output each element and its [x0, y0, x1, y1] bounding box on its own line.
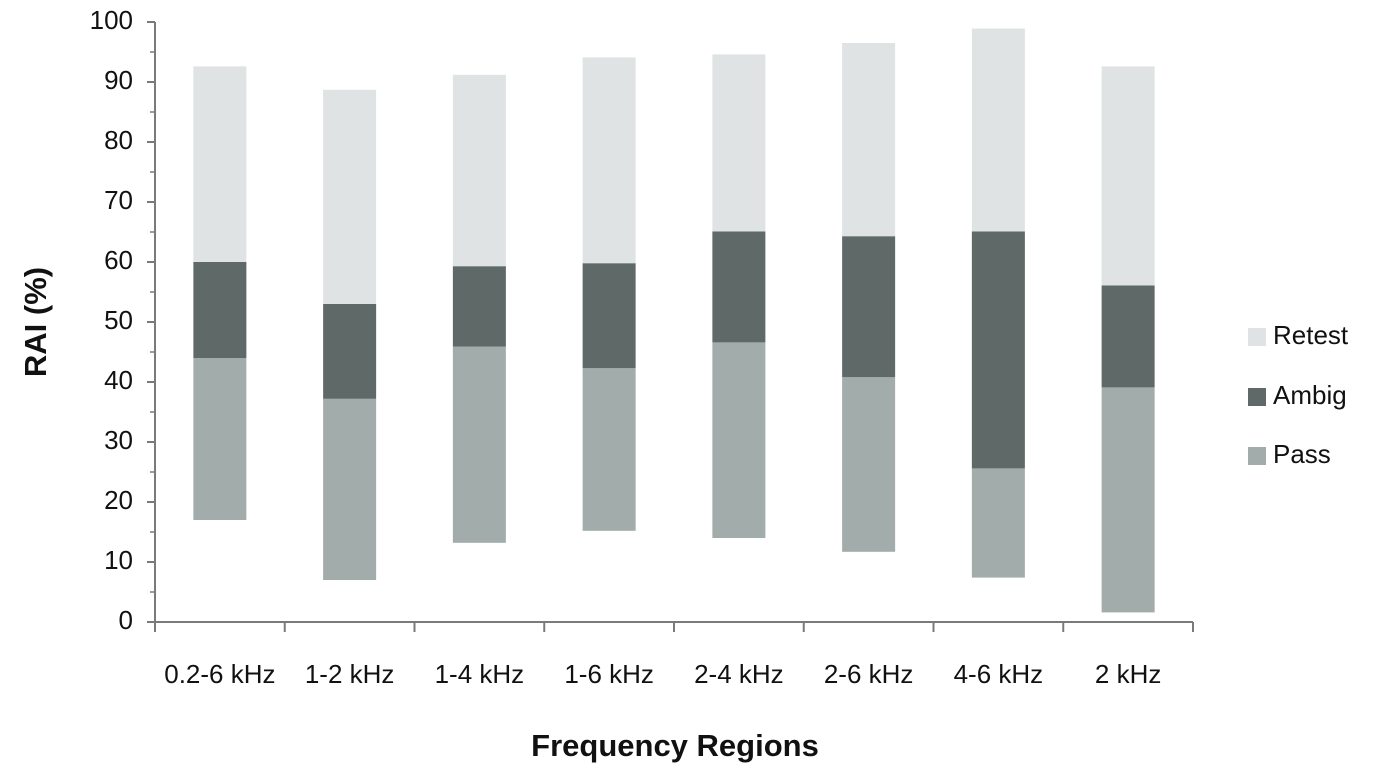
bar-segment-ambig	[1101, 285, 1155, 388]
legend-swatch-pass	[1248, 447, 1266, 465]
bar-segment-retest	[582, 57, 636, 264]
bar-segment-ambig	[842, 236, 896, 378]
y-tick-label: 20	[104, 485, 133, 515]
x-tick-label: 1-4 kHz	[435, 659, 525, 689]
bar-segment-retest	[1101, 66, 1155, 286]
x-tick-label: 0.2-6 kHz	[164, 659, 275, 689]
y-tick-label: 100	[90, 5, 133, 35]
x-ticks: 0.2-6 kHz 1-2 kHz 1-4 kHz 1-6 kHz 2-4 kHz 2-6…	[154, 622, 1194, 689]
y-ticks: 0 10 20 30 40 50 60 70 80 90 100	[90, 5, 155, 635]
y-tick-label: 40	[104, 365, 133, 395]
bar-segment-ambig	[452, 266, 506, 347]
x-tick-label: 2-6 kHz	[824, 659, 914, 689]
bar-segment-ambig	[193, 262, 247, 358]
y-axis-title: RAI (%)	[18, 267, 53, 377]
bar-segment-retest	[712, 54, 766, 232]
axes-layer	[154, 22, 1193, 623]
x-tick-label: 2 kHz	[1095, 659, 1161, 689]
y-tick-label: 70	[104, 185, 133, 215]
bars-layer	[193, 28, 1155, 613]
y-tick-label: 80	[104, 125, 133, 155]
bar-segment-retest	[842, 43, 896, 237]
bar-segment-pass	[712, 342, 766, 538]
y-tick-label: 60	[104, 245, 133, 275]
x-tick-label: 4-6 kHz	[954, 659, 1044, 689]
bar-segment-pass	[452, 346, 506, 543]
bar-segment-ambig	[712, 231, 766, 343]
legend-label-ambig: Ambig	[1273, 380, 1347, 410]
bar-segment-retest	[971, 28, 1025, 232]
y-tick-label: 50	[104, 305, 133, 335]
y-tick-label: 30	[104, 425, 133, 455]
bar-segment-ambig	[971, 231, 1025, 469]
bar-segment-pass	[193, 358, 247, 520]
x-tick-label: 1-6 kHz	[564, 659, 654, 689]
bar-segment-pass	[842, 377, 896, 552]
x-tick-label: 2-4 kHz	[694, 659, 784, 689]
bar-segment-pass	[971, 468, 1025, 578]
y-tick-label: 10	[104, 545, 133, 575]
legend-swatch-ambig	[1248, 388, 1266, 406]
legend-label-retest: Retest	[1273, 320, 1349, 350]
x-axis-title: Frequency Regions	[531, 728, 819, 763]
legend-swatch-retest	[1248, 328, 1266, 346]
bar-segment-retest	[452, 74, 506, 267]
y-tick-label: 90	[104, 65, 133, 95]
x-tick-label: 1-2 kHz	[305, 659, 395, 689]
bar-segment-pass	[323, 398, 377, 580]
y-tick-label: 0	[119, 605, 133, 635]
bar-segment-retest	[323, 89, 377, 304]
bar-segment-pass	[582, 368, 636, 531]
legend-label-pass: Pass	[1273, 439, 1331, 469]
bar-segment-ambig	[323, 304, 377, 399]
legend: Retest Ambig Pass	[1248, 320, 1349, 469]
bar-segment-pass	[1101, 387, 1155, 613]
bar-segment-retest	[193, 66, 247, 263]
bar-segment-ambig	[582, 263, 636, 369]
